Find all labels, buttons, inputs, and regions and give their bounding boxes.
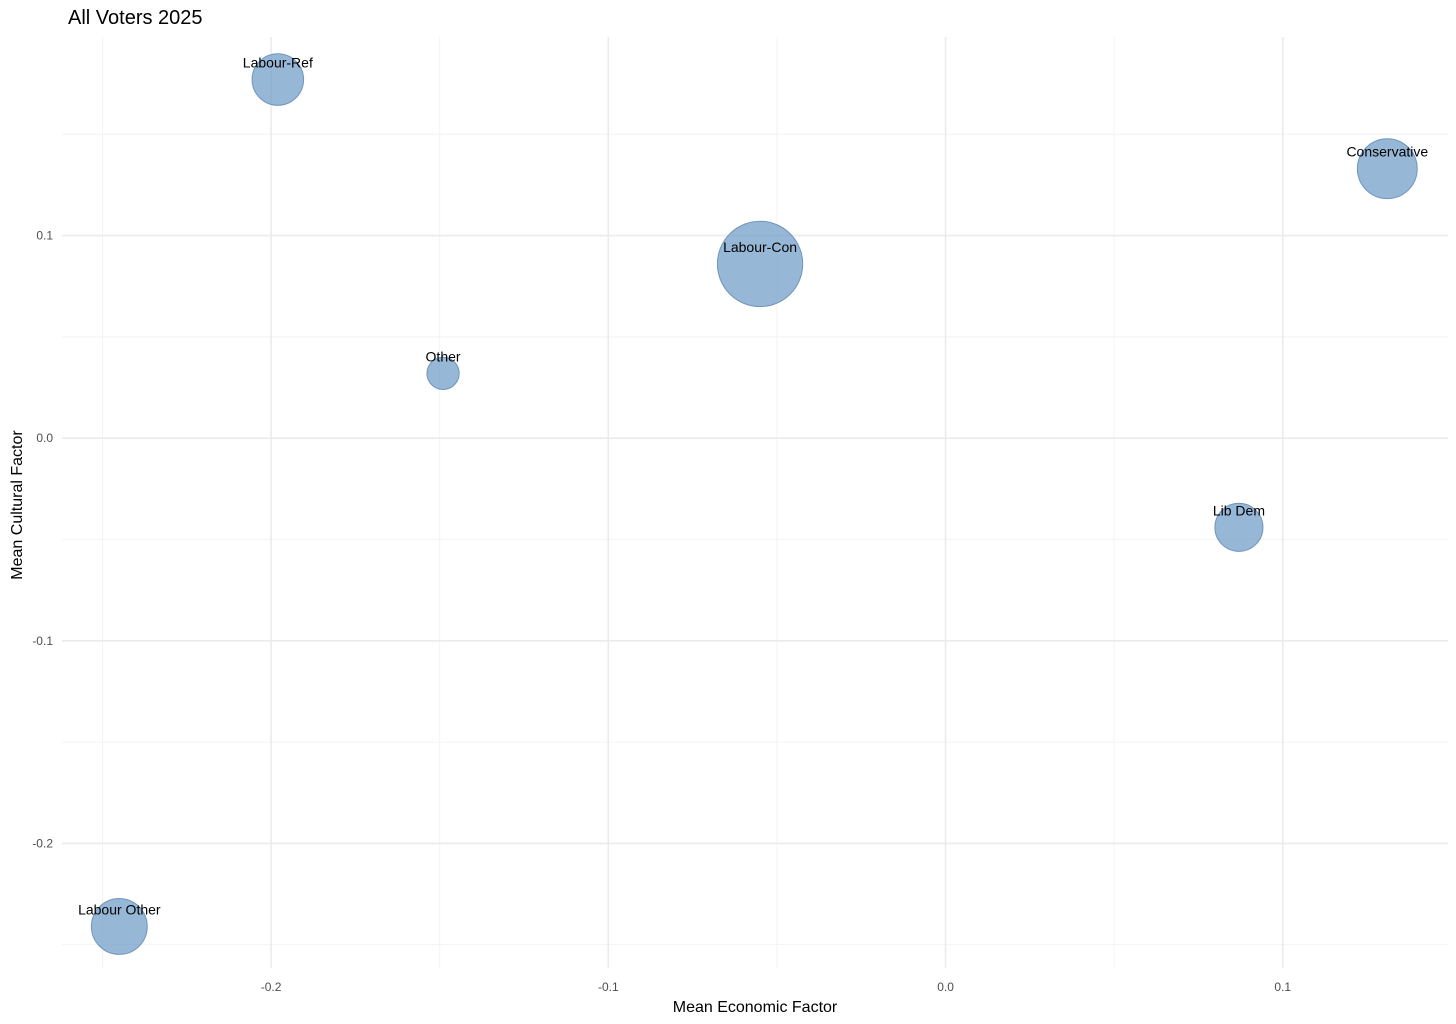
data-point	[251, 53, 305, 106]
x-tick-label: 0.1	[1274, 980, 1291, 994]
data-point	[426, 356, 460, 390]
data-point-label: Labour-Con	[723, 239, 797, 255]
y-axis-title: Mean Cultural Factor	[9, 430, 26, 580]
point-labels: Labour-Ref Conservative Labour-Con Other Lib…	[78, 55, 1428, 918]
data-point	[1214, 502, 1264, 552]
x-tick-label: 0.0	[937, 980, 954, 994]
x-axis-title: Mean Economic Factor	[673, 999, 838, 1016]
tick-labels: -0.2 -0.1 0.0 0.1 -0.2 -0.1 0.0 0.1	[32, 229, 1291, 994]
data-point-label: Lib Dem	[1213, 502, 1265, 518]
data-point	[1356, 138, 1418, 200]
data-point-label: Labour-Ref	[243, 55, 313, 71]
x-tick-label: -0.1	[598, 980, 619, 994]
data-point-label: Labour Other	[78, 901, 161, 917]
y-tick-label: 0.1	[36, 229, 53, 243]
y-tick-label: 0.0	[36, 431, 53, 445]
y-tick-label: -0.2	[32, 836, 53, 850]
x-tick-label: -0.2	[261, 980, 282, 994]
data-point-label: Conservative	[1346, 144, 1428, 160]
data-point	[90, 898, 148, 955]
data-point	[716, 220, 804, 308]
chart-title: All Voters 2025	[68, 7, 203, 29]
y-tick-label: -0.1	[32, 634, 53, 648]
points	[90, 53, 1418, 955]
data-point-label: Other	[426, 348, 461, 364]
